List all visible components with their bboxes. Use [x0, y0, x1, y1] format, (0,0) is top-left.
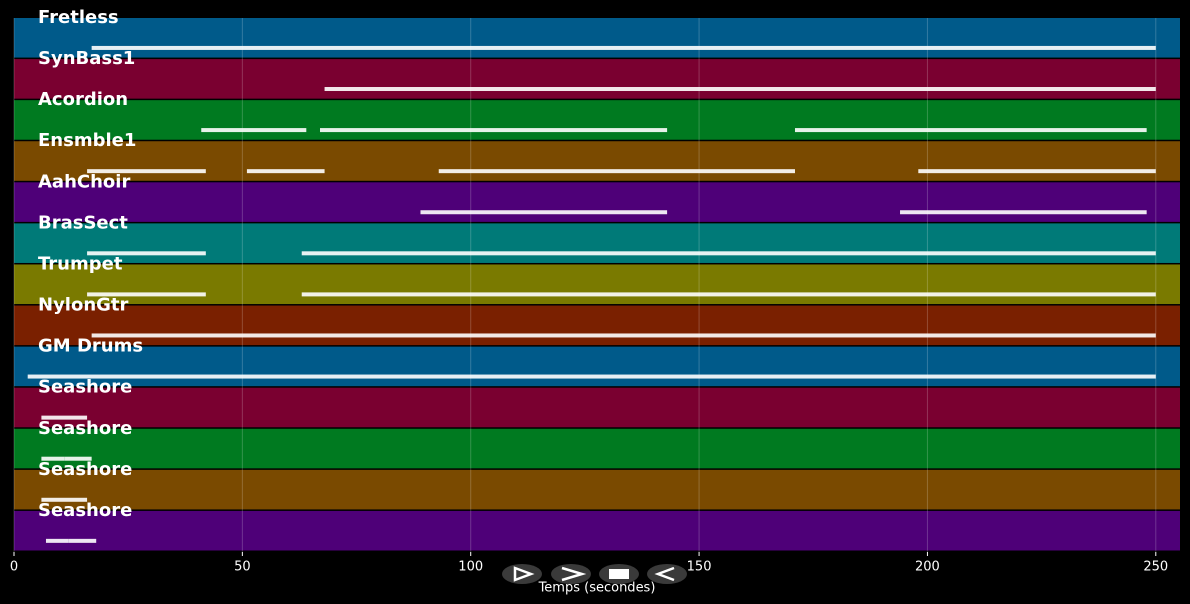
track-row: [14, 59, 1180, 99]
note-span: [91, 45, 1156, 50]
track-row: [14, 469, 1180, 510]
track-row: [14, 387, 1180, 428]
fast-forward-button[interactable]: [551, 564, 591, 584]
note-span: [794, 128, 1147, 133]
note-span: [87, 169, 206, 174]
track-row: [14, 305, 1180, 346]
track-label: Seashore: [38, 459, 132, 480]
track-label: BrasSect: [38, 212, 128, 233]
note-span: [420, 210, 668, 215]
track-label: Ensmble1: [38, 130, 136, 151]
note-span: [87, 292, 206, 297]
track-row: [14, 510, 1180, 551]
track-label: Fretless: [38, 7, 119, 28]
track-label: AahChoir: [38, 171, 130, 192]
track-row: [14, 223, 1180, 263]
track-row: [14, 100, 1180, 140]
note-span: [68, 538, 97, 543]
track-label: Seashore: [38, 500, 132, 521]
note-span: [438, 169, 795, 174]
track-row: [14, 141, 1180, 181]
track-label: SynBass1: [38, 48, 135, 69]
playback-controls: [502, 564, 687, 584]
track-label: Acordion: [38, 89, 128, 110]
track-label: Trumpet: [38, 253, 123, 274]
note-span: [246, 169, 325, 174]
x-tick-label: 50: [234, 560, 251, 575]
track-label: Seashore: [38, 377, 132, 398]
note-span: [301, 292, 1156, 297]
track-label: GM Drums: [38, 336, 143, 357]
note-span: [91, 333, 1156, 338]
x-tick-label: 250: [1143, 560, 1168, 575]
note-span: [201, 128, 307, 133]
track-row: [14, 264, 1180, 305]
track-label: Seashore: [38, 418, 132, 439]
play-button[interactable]: [502, 564, 542, 584]
note-span: [41, 497, 88, 502]
stop-button[interactable]: [599, 564, 639, 584]
track-row: [14, 428, 1180, 469]
x-tick-label: 200: [915, 560, 940, 575]
note-span: [27, 374, 1156, 379]
note-span: [301, 251, 1156, 256]
track-label: NylonGtr: [38, 295, 129, 316]
note-span: [64, 456, 92, 461]
x-tick-label: 0: [10, 560, 18, 575]
rewind-button[interactable]: [647, 564, 687, 584]
note-span: [87, 251, 206, 256]
note-span: [918, 169, 1156, 174]
note-span: [45, 538, 69, 543]
note-span: [900, 210, 1147, 215]
track-row: [14, 346, 1180, 387]
x-tick-label: 100: [458, 560, 483, 575]
note-span: [41, 415, 88, 420]
track-row: [14, 18, 1180, 58]
note-span: [320, 128, 668, 133]
track-row: [14, 182, 1180, 222]
note-span: [324, 87, 1156, 92]
x-tick-label: 150: [687, 560, 712, 575]
note-span: [41, 456, 65, 461]
x-axis-label: Temps (secondes): [538, 581, 656, 596]
